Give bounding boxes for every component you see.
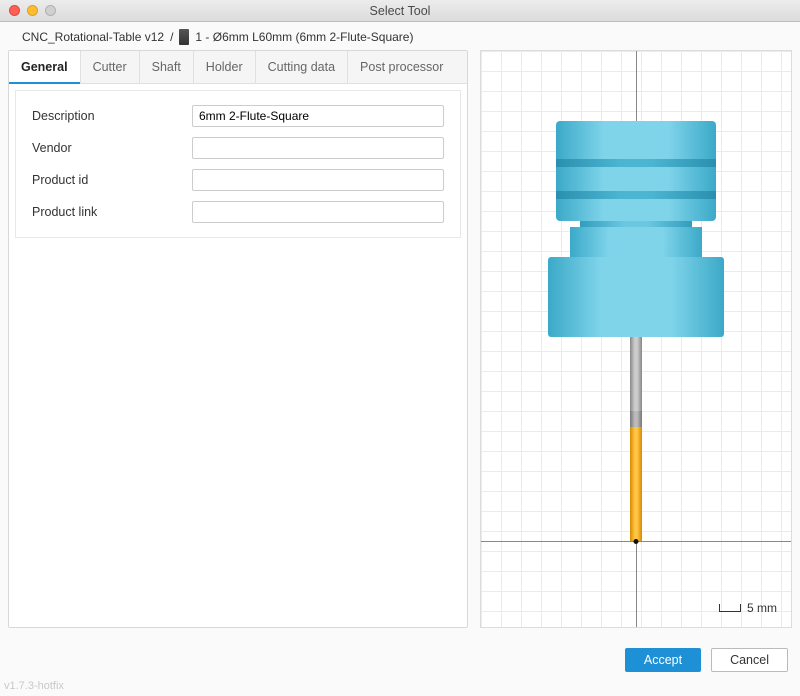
label-vendor: Vendor	[32, 141, 192, 155]
input-vendor[interactable]	[192, 137, 444, 159]
tool-shaft	[630, 337, 642, 411]
tab-cutter[interactable]: Cutter	[81, 51, 140, 83]
holder-groove	[556, 159, 716, 167]
tool-shaft-lower	[630, 411, 642, 427]
tab-holder[interactable]: Holder	[194, 51, 256, 83]
accept-button[interactable]: Accept	[625, 648, 701, 672]
titlebar: Select Tool	[0, 0, 800, 22]
breadcrumb: CNC_Rotational-Table v12 / 1 - Ø6mm L60m…	[0, 22, 800, 50]
tool-tip	[634, 539, 639, 544]
tab-general[interactable]: General	[9, 51, 81, 83]
row-product-id: Product id	[32, 169, 444, 191]
row-description: Description	[32, 105, 444, 127]
tool-icon	[179, 29, 189, 45]
scale-indicator: 5 mm	[719, 601, 777, 615]
holder-segment	[556, 199, 716, 221]
label-description: Description	[32, 109, 192, 123]
holder-segment	[556, 121, 716, 159]
cancel-button[interactable]: Cancel	[711, 648, 788, 672]
row-vendor: Vendor	[32, 137, 444, 159]
input-product-id[interactable]	[192, 169, 444, 191]
row-product-link: Product link	[32, 201, 444, 223]
holder-groove	[556, 191, 716, 199]
tool-flute	[630, 427, 642, 541]
content: General Cutter Shaft Holder Cutting data…	[0, 50, 800, 628]
version-label: v1.7.3-hotfix	[4, 680, 64, 692]
tab-cutting-data[interactable]: Cutting data	[256, 51, 348, 83]
breadcrumb-sep: /	[170, 30, 173, 44]
holder-segment	[570, 227, 702, 257]
input-description[interactable]	[192, 105, 444, 127]
label-product-id: Product id	[32, 173, 192, 187]
form-panel: General Cutter Shaft Holder Cutting data…	[8, 50, 468, 628]
label-product-link: Product link	[32, 205, 192, 219]
window-title: Select Tool	[0, 4, 800, 18]
footer-buttons: Accept Cancel	[625, 648, 788, 672]
tabs: General Cutter Shaft Holder Cutting data…	[9, 51, 467, 84]
tab-shaft[interactable]: Shaft	[140, 51, 194, 83]
breadcrumb-project[interactable]: CNC_Rotational-Table v12	[22, 30, 164, 44]
scale-label: 5 mm	[747, 601, 777, 615]
breadcrumb-tool[interactable]: 1 - Ø6mm L60mm (6mm 2-Flute-Square)	[195, 30, 413, 44]
input-product-link[interactable]	[192, 201, 444, 223]
scale-bar-icon	[719, 604, 741, 612]
holder-segment	[556, 167, 716, 191]
holder-base	[548, 257, 724, 337]
form-general: Description Vendor Product id Product li…	[15, 90, 461, 238]
tab-post-processor[interactable]: Post processor	[348, 51, 455, 83]
preview-3d[interactable]: 5 mm	[480, 50, 792, 628]
